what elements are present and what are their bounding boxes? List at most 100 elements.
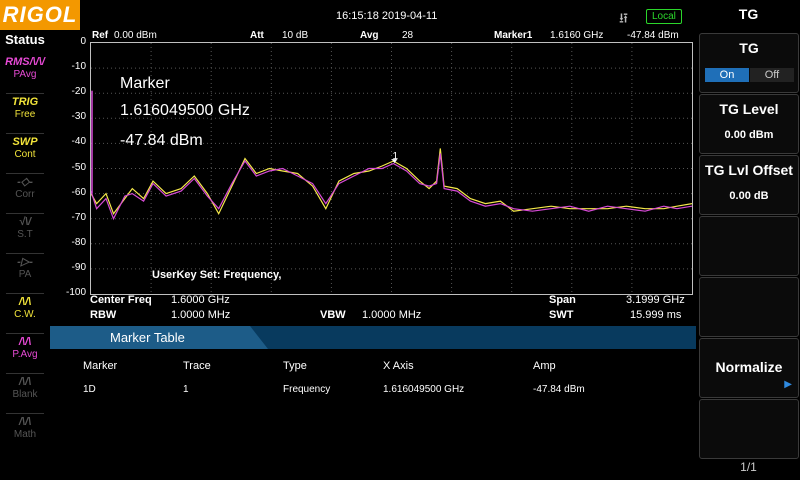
y-tick-label: -20 xyxy=(71,86,86,98)
status-icon-8: /\/\ Blank xyxy=(4,375,46,415)
status-title: Status xyxy=(5,32,45,47)
tg-off-option[interactable]: Off xyxy=(750,68,794,82)
normalize-button[interactable]: Normalize ▶ xyxy=(699,338,799,398)
tg-offset-value: 0.00 dB xyxy=(729,190,769,202)
marker-table-title: Marker Table xyxy=(110,330,185,345)
rbw-value: 1.0000 MHz xyxy=(171,309,231,321)
status-glyph-icon: /\/\ xyxy=(18,416,32,428)
y-tick-label: -90 xyxy=(71,261,86,273)
tg-toggle-label: TG xyxy=(739,40,759,56)
marker-table-col-header: Marker xyxy=(83,360,118,372)
datetime: 16:15:18 2019-04-11 xyxy=(336,10,438,22)
marker-table-cell: 1D xyxy=(83,384,96,395)
trace-1 xyxy=(91,153,692,221)
status-icon-0: RMS/\/\/PAvg xyxy=(4,55,46,95)
status-glyph-icon: RMS/\/\/ xyxy=(5,56,45,68)
marker-table-col-header: Amp xyxy=(533,360,556,372)
marker-table-cell: 1.616049500 GHz xyxy=(383,384,465,395)
status-icon-3: -◇- Corr xyxy=(4,175,46,215)
menu-page-indicator: 1/1 xyxy=(740,460,757,474)
status-glyph-icon: /\/\ xyxy=(18,336,32,348)
marker-info-amp: -47.84 dBm xyxy=(627,30,679,41)
status-label: S.T xyxy=(17,229,33,240)
rbw-label: RBW xyxy=(90,309,117,321)
status-separator xyxy=(6,173,44,174)
marker-readout-title: Marker xyxy=(120,75,170,92)
center-freq-value: 1.6000 GHz xyxy=(171,294,230,306)
status-glyph-icon: /\/\ xyxy=(18,376,32,388)
status-separator xyxy=(6,93,44,94)
center-freq-label: Center Freq xyxy=(90,294,152,306)
marker-info-freq: 1.6160 GHz xyxy=(550,30,604,41)
tg-on-option[interactable]: On xyxy=(705,68,749,82)
vbw-value: 1.0000 MHz xyxy=(362,309,422,321)
marker-1-label[interactable]: 1 xyxy=(393,151,399,162)
rigol-logo: RIGOL xyxy=(0,0,80,30)
status-separator xyxy=(6,373,44,374)
status-icon-6: /\/\ C.W. xyxy=(4,295,46,335)
status-label: Corr xyxy=(15,189,35,200)
tg-offset-label: TG Lvl Offset xyxy=(705,162,793,178)
status-separator xyxy=(6,253,44,254)
vbw-label: VBW xyxy=(320,309,346,321)
status-separator xyxy=(6,413,44,414)
status-label: Math xyxy=(13,429,37,440)
y-tick-label: -10 xyxy=(71,61,86,73)
menu-empty-button-3[interactable] xyxy=(699,399,799,459)
status-label: PA xyxy=(18,269,32,280)
status-label: P.Avg xyxy=(12,349,38,360)
tg-toggle-button[interactable]: TG On Off xyxy=(699,33,799,93)
avg-label: Avg xyxy=(360,30,379,41)
status-glyph-icon: -◇- xyxy=(17,176,33,188)
status-label: Free xyxy=(14,109,36,120)
status-label: C.W. xyxy=(14,309,36,320)
status-column xyxy=(0,30,50,480)
status-icon-9: /\/\ Math xyxy=(4,415,46,455)
marker-table-tab[interactable] xyxy=(50,326,268,349)
menu-title: TG xyxy=(738,6,759,22)
y-tick-label: -40 xyxy=(71,136,86,148)
y-tick-label: -60 xyxy=(71,186,86,198)
marker-readout-amp: -47.84 dBm xyxy=(120,132,203,149)
span-label: Span xyxy=(549,294,576,306)
menu-empty-button-2[interactable] xyxy=(699,277,799,337)
usb-icon: ⭿ xyxy=(619,10,629,26)
marker-table-col-header: Type xyxy=(283,360,307,372)
menu-empty-button-1[interactable] xyxy=(699,216,799,276)
marker-1-icon[interactable] xyxy=(391,159,398,164)
marker-table-cell: Frequency xyxy=(283,384,331,395)
connection-badge: Local xyxy=(646,9,682,24)
y-tick-label: 0 xyxy=(80,36,86,47)
tg-offset-button[interactable]: TG Lvl Offset 0.00 dB xyxy=(699,155,799,215)
spectrum-plot[interactable]: 1 xyxy=(90,42,693,295)
status-icon-2: SWP Cont xyxy=(4,135,46,175)
y-tick-label: -50 xyxy=(71,161,86,173)
status-icon-5: -▷- PA xyxy=(4,255,46,295)
tg-level-label: TG Level xyxy=(719,101,779,117)
normalize-label: Normalize xyxy=(715,359,783,375)
status-icon-4: √\/S.T xyxy=(4,215,46,255)
tg-level-button[interactable]: TG Level 0.00 dBm xyxy=(699,94,799,154)
status-separator xyxy=(6,333,44,334)
status-glyph-icon: -▷- xyxy=(17,256,33,268)
status-glyph-icon: TRIG xyxy=(11,96,39,108)
status-icon-7: /\/\ P.Avg xyxy=(4,335,46,375)
status-label: Cont xyxy=(14,149,36,160)
status-separator xyxy=(6,213,44,214)
swt-label: SWT xyxy=(549,309,574,321)
plot-info-bar: Ref 0.00 dBm Att 10 dB Avg 28 Marker1 1.… xyxy=(90,30,691,42)
trace-0 xyxy=(91,148,692,216)
top-bar xyxy=(80,0,696,30)
ref-label: Ref xyxy=(92,30,109,41)
att-label: Att xyxy=(250,30,264,41)
userkey-text: UserKey Set: Frequency, xyxy=(152,269,282,281)
status-glyph-icon: SWP xyxy=(12,136,38,148)
marker-table-col-header: Trace xyxy=(183,360,211,372)
status-separator xyxy=(6,133,44,134)
status-separator xyxy=(6,293,44,294)
avg-value: 28 xyxy=(402,30,414,41)
status-glyph-icon: √\/ xyxy=(18,216,32,228)
y-tick-label: -70 xyxy=(71,211,86,223)
att-value: 10 dB xyxy=(282,30,309,41)
marker-table xyxy=(50,349,696,480)
